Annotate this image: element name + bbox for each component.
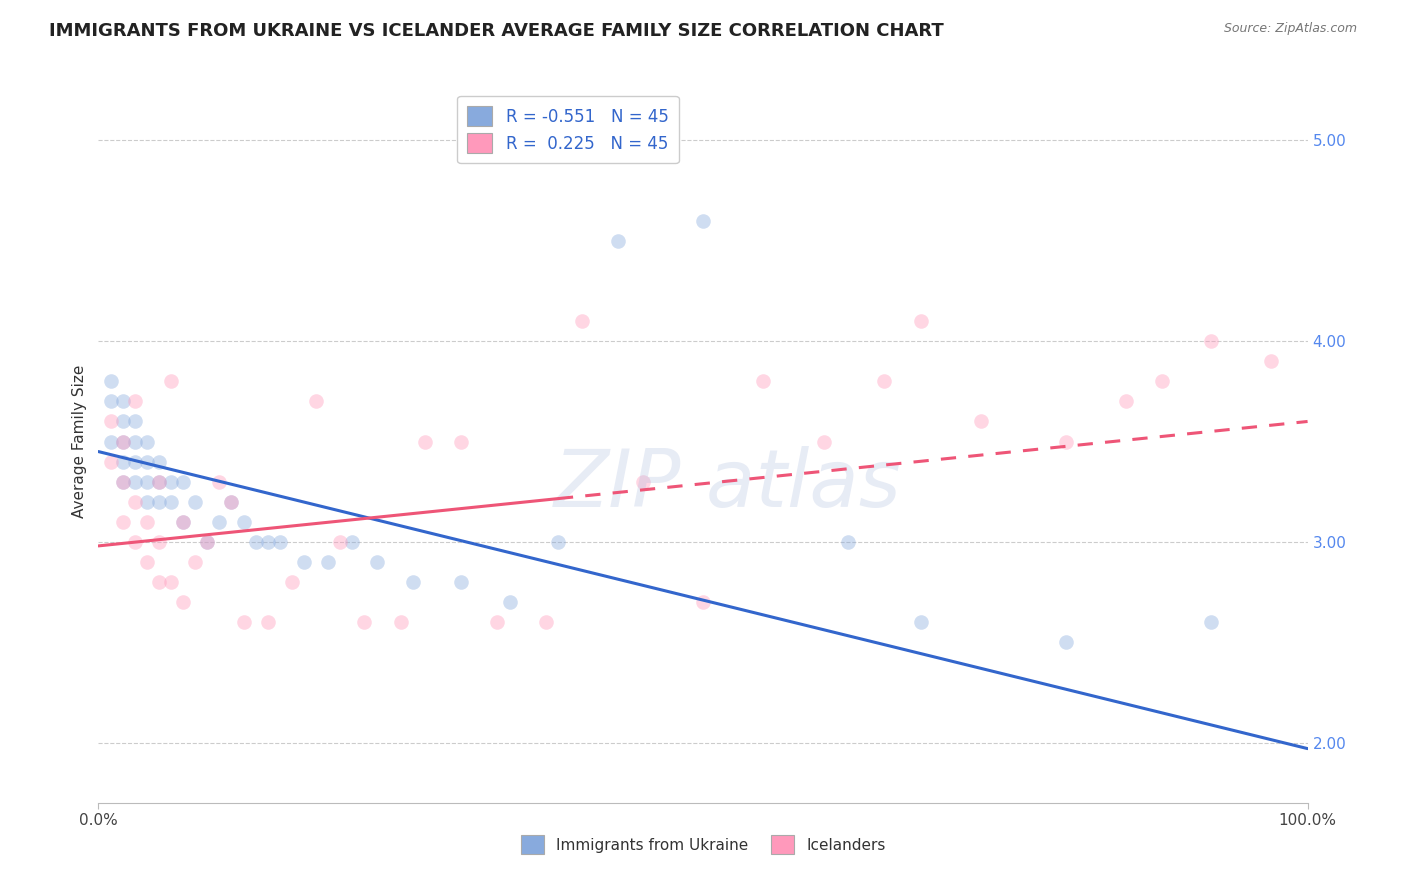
Point [221, 494, 243, 508]
Point [232, 615, 254, 629]
Point [281, 575, 304, 590]
Point [366, 555, 388, 569]
Point [184, 555, 207, 569]
Point [256, 534, 278, 549]
Point [172, 515, 194, 529]
Point [1152, 375, 1174, 389]
Point [135, 475, 157, 489]
Point [389, 615, 412, 629]
Point [450, 434, 472, 449]
Point [111, 454, 134, 469]
Point [910, 314, 932, 328]
Point [631, 475, 654, 489]
Y-axis label: Average Family Size: Average Family Size [72, 365, 87, 518]
Point [111, 515, 134, 529]
Point [269, 534, 291, 549]
Point [1199, 334, 1222, 348]
Point [910, 615, 932, 629]
Point [305, 394, 328, 409]
Point [486, 615, 509, 629]
Point [547, 534, 569, 549]
Point [135, 454, 157, 469]
Point [970, 414, 993, 428]
Text: Source: ZipAtlas.com: Source: ZipAtlas.com [1223, 22, 1357, 36]
Point [1054, 434, 1077, 449]
Point [100, 454, 122, 469]
Point [813, 434, 835, 449]
Point [256, 615, 278, 629]
Point [292, 555, 315, 569]
Point [135, 515, 157, 529]
Point [124, 434, 146, 449]
Point [1260, 354, 1282, 368]
Point [135, 434, 157, 449]
Point [413, 434, 436, 449]
Point [124, 494, 146, 508]
Point [571, 314, 593, 328]
Point [111, 414, 134, 428]
Point [124, 414, 146, 428]
Point [135, 494, 157, 508]
Point [245, 534, 267, 549]
Point [124, 475, 146, 489]
Point [752, 375, 775, 389]
Point [160, 375, 183, 389]
Text: IMMIGRANTS FROM UKRAINE VS ICELANDER AVERAGE FAMILY SIZE CORRELATION CHART: IMMIGRANTS FROM UKRAINE VS ICELANDER AVE… [49, 22, 943, 40]
Point [607, 234, 630, 248]
Text: ZIP atlas: ZIP atlas [554, 446, 901, 524]
Point [837, 534, 859, 549]
Point [1199, 615, 1222, 629]
Point [208, 515, 231, 529]
Point [111, 475, 134, 489]
Point [111, 434, 134, 449]
Point [195, 534, 218, 549]
Point [534, 615, 557, 629]
Point [172, 595, 194, 609]
Point [160, 575, 183, 590]
Point [124, 534, 146, 549]
Point [124, 394, 146, 409]
Point [208, 475, 231, 489]
Point [316, 555, 339, 569]
Point [111, 475, 134, 489]
Point [160, 475, 183, 489]
Point [195, 534, 218, 549]
Point [100, 375, 122, 389]
Point [100, 414, 122, 428]
Point [1054, 635, 1077, 649]
Point [873, 375, 896, 389]
Point [221, 494, 243, 508]
Point [353, 615, 375, 629]
Point [342, 534, 364, 549]
Point [135, 555, 157, 569]
Point [100, 394, 122, 409]
Point [402, 575, 425, 590]
Point [172, 475, 194, 489]
Point [692, 213, 714, 227]
Point [329, 534, 352, 549]
Point [498, 595, 520, 609]
Point [160, 494, 183, 508]
Point [450, 575, 472, 590]
Legend: Immigrants from Ukraine, Icelanders: Immigrants from Ukraine, Icelanders [515, 830, 891, 860]
Point [100, 434, 122, 449]
Point [148, 475, 170, 489]
Point [148, 494, 170, 508]
Point [184, 494, 207, 508]
Point [148, 534, 170, 549]
Point [111, 394, 134, 409]
Point [148, 475, 170, 489]
Point [111, 434, 134, 449]
Point [1115, 394, 1137, 409]
Point [692, 595, 714, 609]
Point [232, 515, 254, 529]
Point [148, 454, 170, 469]
Point [124, 454, 146, 469]
Point [148, 575, 170, 590]
Point [172, 515, 194, 529]
